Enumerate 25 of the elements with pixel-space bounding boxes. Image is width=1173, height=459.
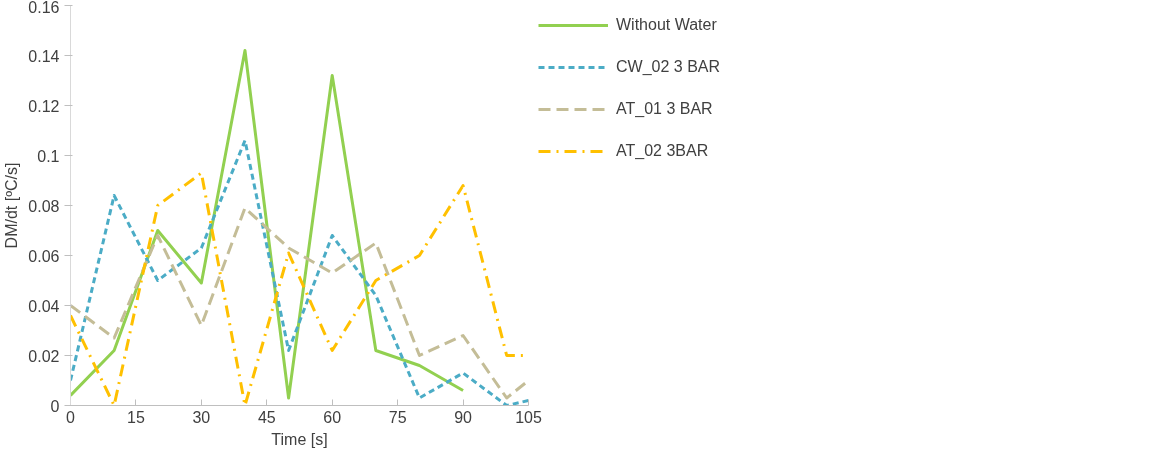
y-tick-label: 0 [50,397,60,415]
x-tick-label: 30 [192,408,211,426]
x-tick-label: 90 [454,408,473,426]
legend-label: CW_02 3 BAR [616,58,721,76]
y-tick-label: 0.08 [28,197,60,215]
y-tick-label: 0.06 [28,247,60,265]
y-tick-label: 0.12 [28,97,60,115]
y-axis-title: DM/dt [ºC/s] [3,162,21,249]
x-tick-label: 45 [257,408,276,426]
x-tick-label: 105 [515,408,542,426]
x-tick-label: 60 [323,408,342,426]
y-tick-label: 0.04 [28,297,60,315]
y-tick-label: 0.02 [28,347,60,365]
y-tick-label: 0.1 [37,147,60,165]
legend-label: Without Water [616,16,717,34]
y-tick-label: 0.14 [28,47,60,65]
x-tick-label: 15 [127,408,145,426]
x-tick-label: 75 [388,408,407,426]
y-tick-label: 0.16 [28,0,60,16]
line-series [70,206,529,400]
legend-label: AT_01 3 BAR [616,100,713,118]
line-series [70,49,465,400]
x-tick-label: 0 [66,408,76,426]
x-axis-title: Time [s] [271,430,328,448]
legend-label: AT_02 3BAR [616,142,709,160]
